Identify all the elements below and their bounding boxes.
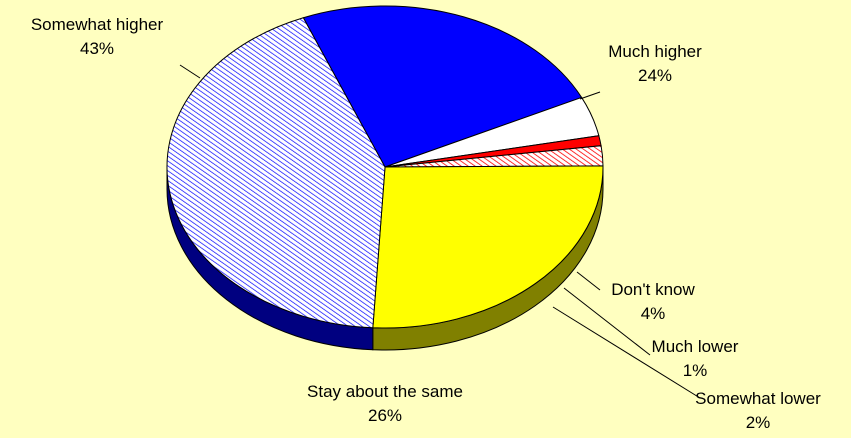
leader-line-much-higher	[579, 91, 601, 100]
pie-slice-much-higher	[302, 5, 583, 168]
data-label-stay-about-the-same: Stay about the same 26%	[307, 382, 463, 425]
data-label-much-lower: Much lower 1%	[652, 337, 739, 380]
leader-line-don-t-know	[576, 271, 601, 291]
pie-slice-somewhat-higher	[166, 17, 386, 329]
data-label-don-t-know: Don't know 4%	[611, 280, 695, 323]
leader-line-somewhat-higher	[179, 64, 201, 79]
pie-slice-stay-about-the-same	[372, 165, 604, 329]
data-label-somewhat-lower: Somewhat lower 2%	[695, 389, 821, 432]
leader-line-somewhat-lower	[552, 306, 701, 399]
data-label-much-higher: Much higher 24%	[608, 42, 702, 85]
leader-line-much-lower	[563, 287, 651, 356]
data-label-somewhat-higher: Somewhat higher 43%	[31, 15, 164, 58]
